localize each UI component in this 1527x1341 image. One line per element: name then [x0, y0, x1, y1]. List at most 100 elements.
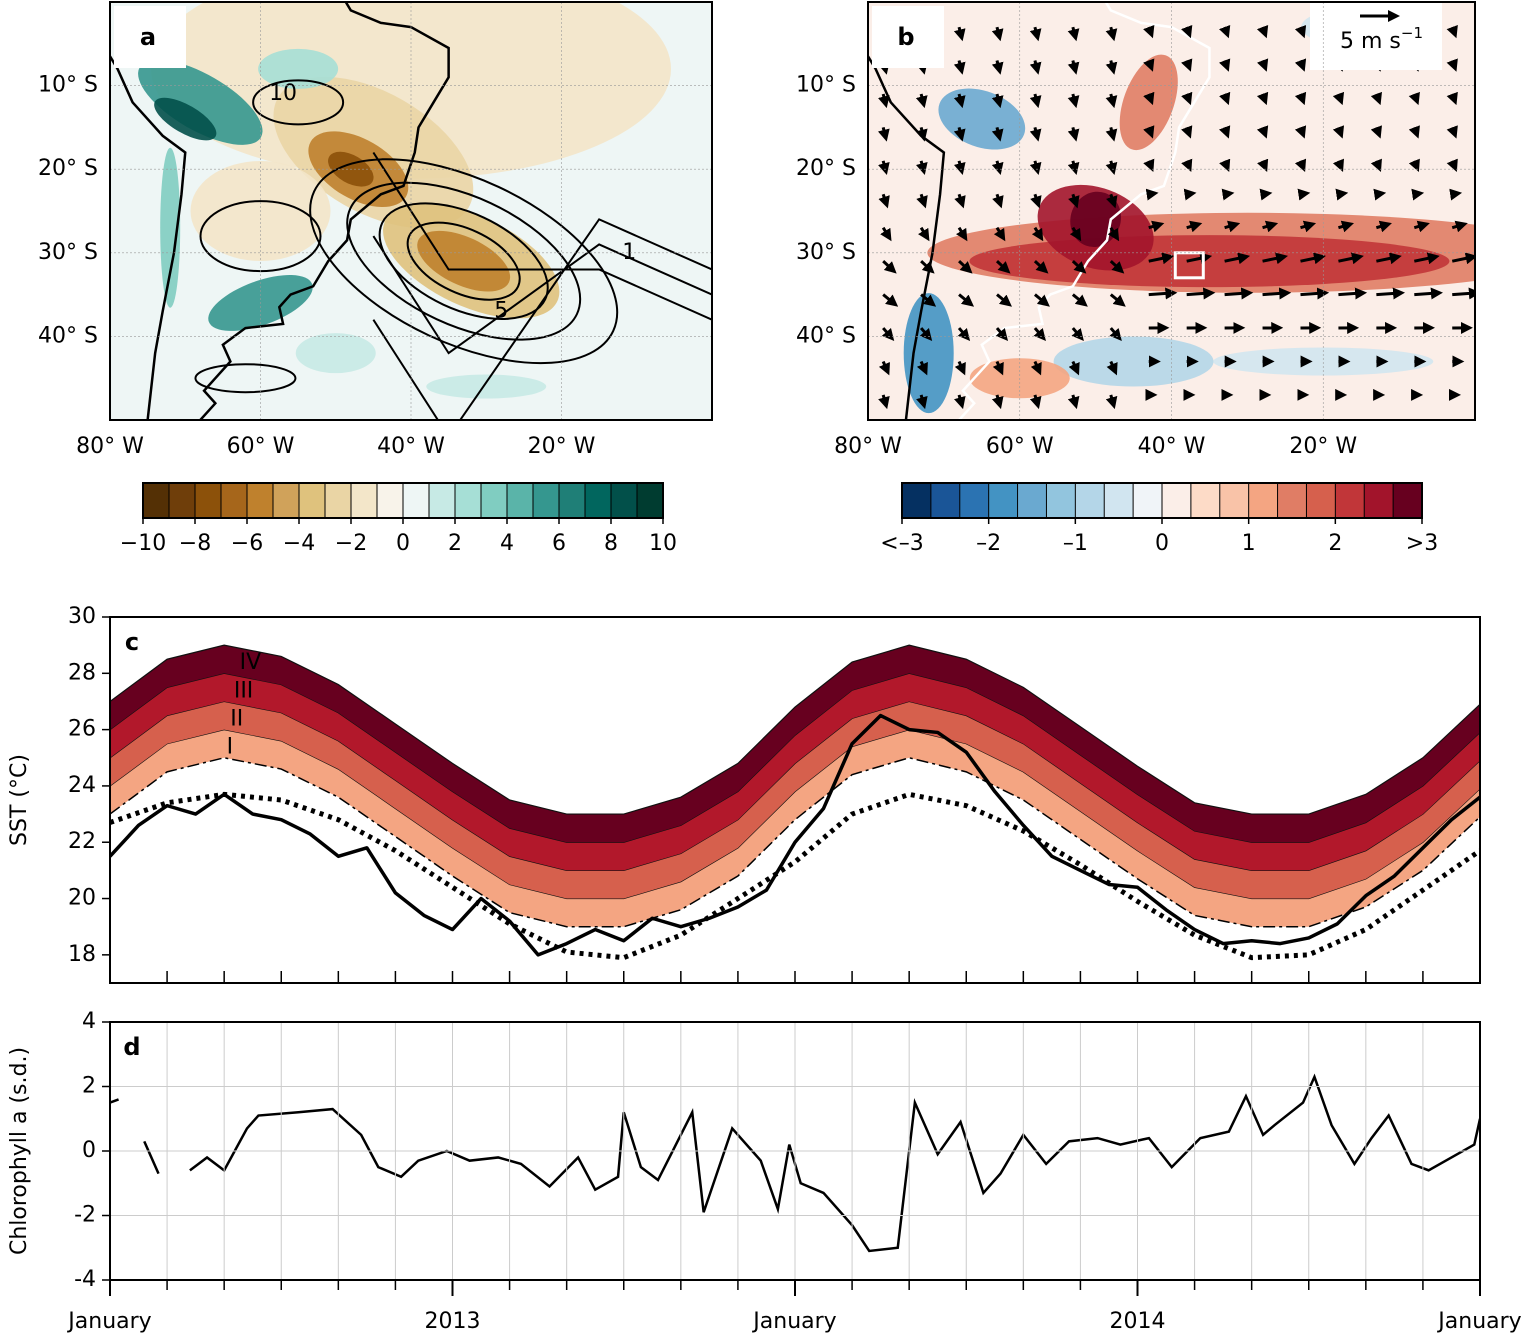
plot-area [110, 645, 1480, 958]
wind-arrow [1414, 293, 1437, 295]
x-tick-label: January [66, 1309, 151, 1334]
colorbar-tick-label: 2 [1328, 531, 1342, 556]
wind-arrow [1414, 94, 1416, 100]
x-tick-label: 2014 [1110, 1309, 1166, 1334]
wind-arrow [1263, 161, 1265, 167]
wind-arrow [1187, 127, 1189, 133]
wind-arrow [1149, 293, 1172, 295]
wind-arrow [997, 61, 999, 69]
colorbar-swatch [1018, 483, 1047, 518]
colorbar-tick-label: 6 [552, 531, 566, 556]
wind-arrow [959, 127, 961, 135]
band-label: II [230, 707, 243, 732]
colorbar-swatch [931, 483, 960, 518]
colorbar-swatch [247, 483, 274, 518]
colorbar-swatch [1335, 483, 1364, 518]
wind-arrow [959, 94, 961, 102]
y-tick-label: 20 [68, 886, 96, 911]
wind-arrow [959, 27, 961, 35]
wind-arrow [883, 127, 885, 135]
panel-label: a [140, 23, 156, 51]
colorbar-swatch [611, 483, 638, 518]
wind-arrow [921, 94, 923, 102]
y-tick-label: 20° S [796, 156, 856, 181]
contour-label: 1 [622, 240, 636, 265]
y-tick-label: -4 [74, 1267, 96, 1292]
y-tick-label: -2 [74, 1203, 96, 1228]
contour-label: 10 [269, 81, 297, 106]
wind-arrow [1073, 27, 1075, 35]
wind-arrow [997, 127, 999, 135]
colorbar-swatch [1278, 483, 1307, 518]
colorbar-tick-label: <–3 [880, 531, 923, 556]
wind-arrow [1452, 61, 1454, 67]
wind-arrow [1452, 161, 1454, 167]
wind-arrow [1111, 27, 1113, 35]
colorbar-swatch [960, 483, 989, 518]
y-tick-label: 2 [82, 1074, 96, 1099]
colorbar-swatch [273, 483, 300, 518]
wind-arrow [1149, 127, 1151, 133]
colorbar-swatch [1249, 483, 1278, 518]
colorbar-tick-label: 0 [396, 531, 410, 556]
colorbar-swatch [902, 483, 931, 518]
wind-arrow [1414, 161, 1416, 167]
wind-arrow [1149, 27, 1151, 33]
wind-arrow [1187, 94, 1189, 100]
wind-arrow [1338, 127, 1340, 133]
panel-label: c [125, 628, 139, 656]
y-tick-label: 20° S [38, 156, 98, 181]
wind-arrow [1225, 94, 1227, 100]
y-tick-label: 30° S [38, 240, 98, 265]
colorbar-tick-label: 4 [500, 531, 514, 556]
wind-arrow [1035, 94, 1037, 102]
colorbar-tick-label: −8 [179, 531, 211, 556]
wind-arrow [921, 161, 923, 169]
wind-arrow [1035, 127, 1037, 135]
wind-arrow [1187, 27, 1189, 33]
wind-arrow [1225, 61, 1227, 67]
colorbar-swatch [1075, 483, 1104, 518]
field-patch [426, 375, 546, 399]
wind-arrow [1376, 194, 1380, 195]
colorbar-swatch [507, 483, 534, 518]
x-tick-label: January [751, 1309, 836, 1334]
y-tick-label: 40° S [38, 323, 98, 348]
x-tick-label: 80° W [834, 434, 902, 459]
wind-arrow [997, 161, 999, 169]
wind-arrow [1111, 127, 1113, 135]
wind-arrow [1263, 94, 1265, 100]
wind-arrow [1414, 194, 1418, 195]
wind-arrow [1300, 61, 1302, 67]
colorbar-tick-label: –2 [976, 531, 1001, 556]
wind-arrow [997, 94, 999, 102]
wind-arrow [1300, 161, 1302, 167]
wind-arrow [1035, 61, 1037, 69]
wind-arrow [1111, 161, 1113, 169]
x-tick-label: 40° W [377, 434, 445, 459]
y-tick-label: 24 [68, 773, 96, 798]
wind-arrow [1187, 61, 1189, 67]
wind-arrow [1187, 161, 1189, 167]
colorbar-swatch [403, 483, 430, 518]
wind-arrow [1187, 293, 1210, 295]
band-label: III [234, 678, 253, 703]
y-axis-label: Chlorophyll a (s.d.) [7, 1047, 32, 1255]
colorbar-tick-label: −10 [120, 531, 166, 556]
wind-arrow [1263, 27, 1265, 33]
wind-arrow [1338, 293, 1361, 295]
colorbar-tick-label: 8 [604, 531, 618, 556]
colorbar-tick-label: −4 [283, 531, 315, 556]
colorbar-swatch [533, 483, 560, 518]
wind-arrow [1338, 94, 1340, 100]
wind-arrow [1300, 27, 1302, 33]
colorbar-swatch [1306, 483, 1335, 518]
x-tick-label: 60° W [227, 434, 295, 459]
x-tick-label: 20° W [528, 434, 596, 459]
colorbar-swatch [299, 483, 326, 518]
wind-scale-exponent: −1 [1401, 24, 1423, 42]
y-tick-label: 30° S [796, 240, 856, 265]
wind-arrow [1263, 293, 1286, 295]
wind-arrow [1073, 61, 1075, 69]
